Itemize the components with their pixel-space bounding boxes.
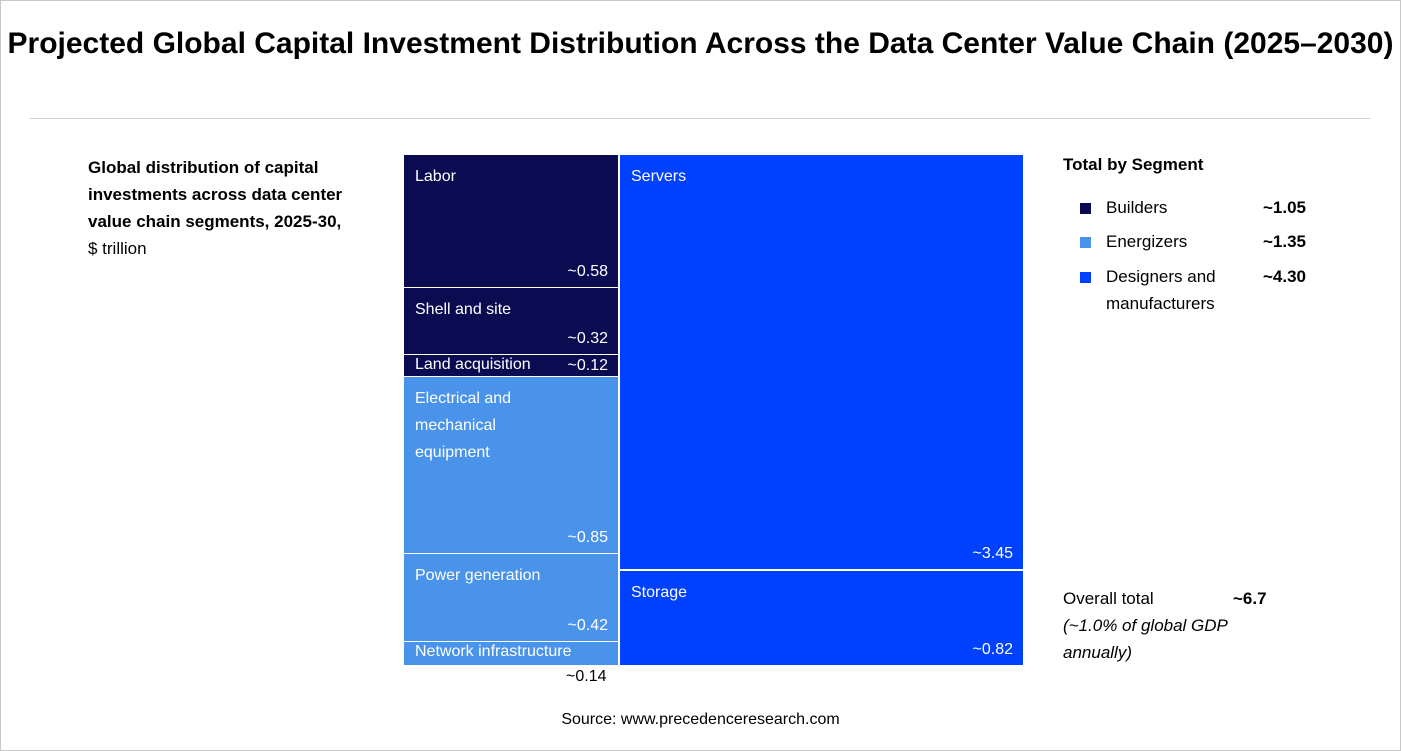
treemap-cell-servers: Servers ~3.45 xyxy=(620,155,1023,569)
treemap-cell-labor: Labor ~0.58 xyxy=(404,155,618,287)
cell-value: ~0.58 xyxy=(567,263,608,280)
cell-value: ~0.85 xyxy=(567,529,608,546)
legend-label: Designers and manufacturers xyxy=(1106,267,1216,313)
cell-label: Servers xyxy=(631,168,687,185)
cell-label: Network infrastructure xyxy=(415,643,572,660)
title-divider xyxy=(30,118,1370,119)
cell-label: Electrical and mechanical equipment xyxy=(415,390,512,461)
cell-value: ~3.45 xyxy=(972,545,1013,562)
legend-swatch xyxy=(1080,237,1091,248)
source-text: Source: www.precedenceresearch.com xyxy=(561,711,840,728)
cell-value: ~0.32 xyxy=(567,330,608,347)
cell-label: Labor xyxy=(415,168,456,185)
cell-label: Power generation xyxy=(415,567,541,584)
treemap-cell-network-infrastructure: Network infrastructure xyxy=(404,642,618,665)
legend-label: Energizers xyxy=(1106,232,1188,251)
cell-value: ~0.12 xyxy=(567,357,608,374)
legend-swatch xyxy=(1080,272,1091,283)
chart-title: Projected Global Capital Investment Dist… xyxy=(7,27,1394,60)
legend-label: Builders xyxy=(1106,198,1168,217)
cell-value: ~0.42 xyxy=(567,617,608,634)
chart-description: Global distribution of capital investmen… xyxy=(88,154,378,262)
treemap-cell-power-generation: Power generation ~0.42 xyxy=(404,554,618,641)
cell-label: Land acquisition xyxy=(415,356,531,373)
overall-total-label: Overall total xyxy=(1063,589,1154,608)
cell-label: Shell and site xyxy=(415,301,512,318)
legend-value: ~1.35 xyxy=(1263,232,1307,251)
description-text: Global distribution of capital investmen… xyxy=(88,158,343,231)
overall-total-value: ~6.7 xyxy=(1233,589,1267,608)
treemap-cell-shell-and-site: Shell and site ~0.32 xyxy=(404,288,618,354)
unit-text: $ trillion xyxy=(88,239,147,258)
cell-value: ~0.82 xyxy=(972,641,1013,658)
overall-total: Overall total ~6.7 xyxy=(1063,585,1267,612)
legend-title: Total by Segment xyxy=(1063,155,1204,174)
cell-label: Storage xyxy=(631,584,688,601)
treemap-cell-land-acquisition: Land acquisition ~0.12 xyxy=(404,355,618,376)
cell-value: ~0.14 xyxy=(566,668,607,685)
treemap-cell-electrical-and-mechanical-equipment: Electrical and mechanical equipment ~0.85 xyxy=(404,377,618,553)
legend-value: ~1.05 xyxy=(1263,198,1307,217)
gdp-note: (~1.0% of global GDP annually) xyxy=(1063,616,1228,662)
legend-value: ~4.30 xyxy=(1263,267,1307,286)
legend-swatch xyxy=(1080,203,1091,214)
treemap-cell-storage: Storage ~0.82 xyxy=(620,571,1023,665)
